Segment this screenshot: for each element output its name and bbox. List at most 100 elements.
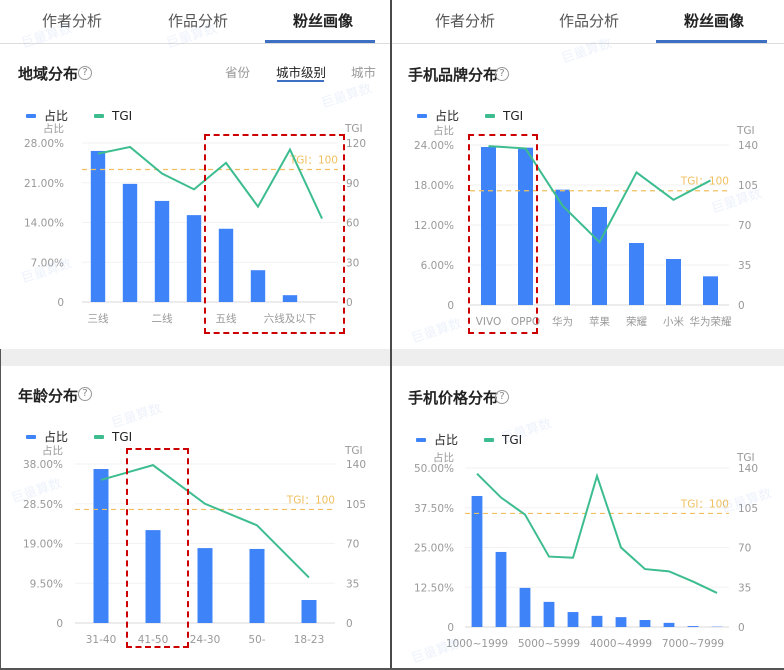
legend-tgi-label: TGI <box>112 108 133 123</box>
right-tick-label: 70 <box>346 539 359 551</box>
bar[interactable] <box>666 259 681 305</box>
bar[interactable] <box>471 495 483 627</box>
tgi-reference-label: TGI：100 <box>289 155 338 167</box>
bar[interactable] <box>249 548 265 623</box>
bar[interactable] <box>93 469 109 623</box>
bar-swatch-icon <box>26 434 36 439</box>
bar[interactable] <box>555 189 570 305</box>
bar[interactable] <box>687 626 699 627</box>
tab-fan-profile[interactable]: 粉丝画像 <box>684 12 745 30</box>
x-tick-label: 三线 <box>88 312 109 325</box>
bar[interactable] <box>122 183 138 302</box>
subtab-province[interactable]: 省份 <box>225 65 251 80</box>
left-tick-label: 0 <box>56 618 63 630</box>
tgi-reference-label: TGI：100 <box>286 494 335 506</box>
subtab-city-level[interactable]: 城市级别 <box>276 65 327 80</box>
chart-legend: 占比 TGI <box>417 107 549 124</box>
legend-tgi[interactable]: TGI <box>484 433 522 447</box>
chart-legend: 占比 TGI <box>26 107 158 124</box>
right-tick-label: 0 <box>738 622 745 634</box>
x-tick-label: 1000~1999 <box>446 638 508 650</box>
legend-bar[interactable]: 占比 <box>26 107 68 124</box>
bar[interactable] <box>592 207 607 305</box>
legend-tgi[interactable]: TGI <box>94 109 132 123</box>
help-icon[interactable]: ? <box>78 387 92 401</box>
bar[interactable] <box>519 587 531 627</box>
tab-fan-profile[interactable]: 粉丝画像 <box>293 12 354 30</box>
x-tick-label: 二线 <box>152 312 173 325</box>
left-tick-label: 7.00% <box>31 257 64 269</box>
legend-bar-label: 占比 <box>44 430 69 444</box>
x-tick-label: VIVO <box>476 316 502 328</box>
x-tick-label: 7000~7999 <box>662 638 724 650</box>
left-tick-label: 0 <box>447 622 454 634</box>
subtab-city[interactable]: 城市 <box>351 65 377 80</box>
tgi-line[interactable] <box>476 472 718 594</box>
bar[interactable] <box>543 601 555 627</box>
bar[interactable] <box>615 617 627 627</box>
chart-legend: 占比 TGI <box>26 428 158 445</box>
highlight-box-lower-tier-cities <box>204 134 345 334</box>
bar[interactable] <box>197 548 213 623</box>
legend-bar[interactable]: 占比 <box>416 431 458 448</box>
tgi-line[interactable] <box>488 145 711 244</box>
price-panel: 手机价格分布 ? 占比 TGI 占比 TGI 0 0 12.50% 35 25.00% 70 3… <box>392 366 784 668</box>
right-tick-label: 70 <box>738 543 751 555</box>
active-tab-underline <box>656 40 767 43</box>
bar[interactable] <box>481 147 496 305</box>
right-axis-title: TGI <box>736 125 755 137</box>
x-tick-label: 41-50 <box>138 634 169 646</box>
bar[interactable] <box>90 150 106 302</box>
panel-divider <box>390 0 392 670</box>
left-axis-title: 占比 <box>433 451 454 464</box>
tab-author-analysis[interactable]: 作者分析 <box>42 12 103 30</box>
help-icon[interactable]: ? <box>78 66 92 80</box>
left-axis-title: 占比 <box>42 444 63 457</box>
bar[interactable] <box>218 228 234 302</box>
legend-tgi-label: TGI <box>503 108 524 123</box>
bar[interactable] <box>282 295 298 302</box>
region-chart: 占比 TGI 0 0 7.00% 30 14.00% 60 21.00% 90 28.00% 120 T… <box>24 122 366 325</box>
left-tick-label: 25.00% <box>414 543 454 555</box>
x-tick-label: OPPO <box>511 316 540 328</box>
bar[interactable] <box>703 276 718 305</box>
bar[interactable] <box>145 530 161 623</box>
legend-bar-label: 占比 <box>435 109 460 123</box>
right-tick-label: 120 <box>346 138 366 150</box>
tgi-reference-label: TGI：100 <box>680 498 729 510</box>
bar[interactable] <box>591 615 603 627</box>
bar[interactable] <box>186 215 202 302</box>
help-icon[interactable]: ? <box>495 390 509 404</box>
price-chart: 占比 TGI 0 0 12.50% 35 25.00% 70 37.50% 105 50.00% 14… <box>414 451 758 650</box>
legend-bar[interactable]: 占比 <box>417 107 459 124</box>
x-tick-label: 50- <box>248 634 265 646</box>
legend-tgi[interactable]: TGI <box>94 430 132 444</box>
legend-tgi-label: TGI <box>502 432 523 447</box>
frame-bottom-border <box>0 668 784 670</box>
bar[interactable] <box>154 200 170 302</box>
tab-works-analysis[interactable]: 作品分析 <box>168 12 229 30</box>
bar[interactable] <box>663 622 675 627</box>
bar[interactable] <box>518 147 533 305</box>
help-icon[interactable]: ? <box>495 67 509 81</box>
tgi-line[interactable] <box>97 145 323 219</box>
legend-bar[interactable]: 占比 <box>26 428 68 445</box>
left-tick-label: 6.00% <box>421 260 454 272</box>
right-tick-label: 90 <box>346 178 359 190</box>
bar[interactable] <box>301 599 317 623</box>
x-tick-label: 五线 <box>216 312 237 325</box>
tab-author-analysis[interactable]: 作者分析 <box>435 12 496 30</box>
left-tick-label: 19.00% <box>23 539 63 551</box>
left-axis-title: 占比 <box>433 124 454 137</box>
bar[interactable] <box>495 551 507 627</box>
bar[interactable] <box>250 270 266 302</box>
legend-tgi[interactable]: TGI <box>485 109 523 123</box>
section-title: 地域分布 <box>18 65 79 83</box>
tgi-line[interactable] <box>100 464 310 579</box>
bar[interactable] <box>639 620 651 627</box>
bar[interactable] <box>629 243 644 305</box>
right-tick-label: 105 <box>346 499 366 511</box>
bar[interactable] <box>567 612 579 627</box>
tab-works-analysis[interactable]: 作品分析 <box>559 12 620 30</box>
left-tick-label: 0 <box>57 297 64 309</box>
